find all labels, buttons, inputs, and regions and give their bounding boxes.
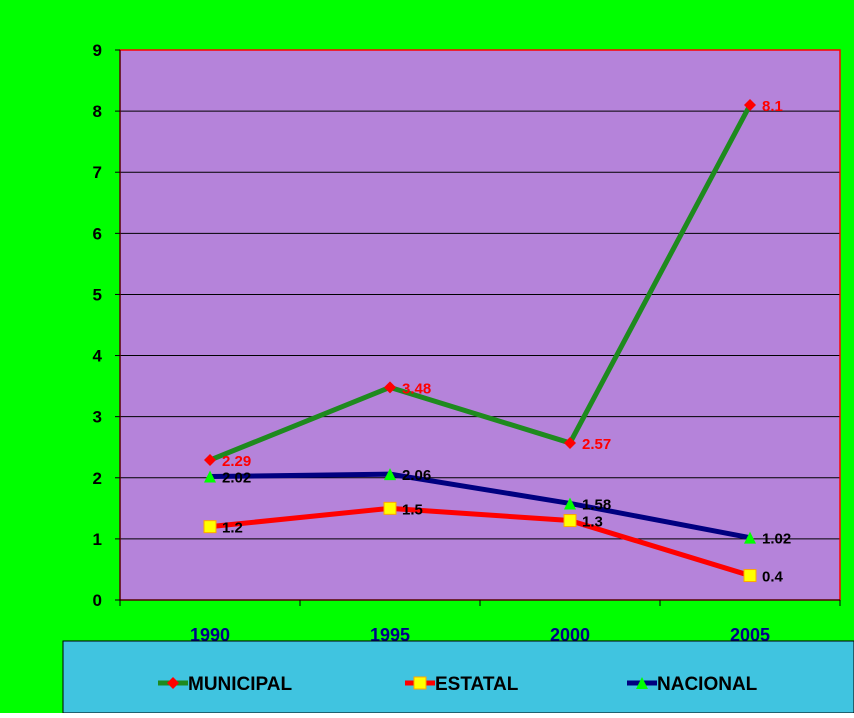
data-label: 0.4: [762, 569, 784, 586]
x-tick-label: 2005: [730, 625, 770, 645]
data-point: [744, 531, 756, 544]
data-label: 2.02: [222, 470, 251, 487]
data-point: [204, 470, 216, 483]
legend-label: ESTATAL: [435, 674, 519, 695]
y-tick-label: 5: [93, 285, 102, 304]
data-label: 3.48: [402, 380, 431, 397]
y-tick-label: 6: [93, 224, 102, 243]
series-line: [207, 102, 753, 463]
y-tick-label: 1: [93, 530, 102, 549]
data-point: [384, 468, 396, 481]
legend-box: [62, 640, 854, 714]
legend-entry-estatal: ESTATAL: [405, 674, 519, 695]
data-point: [384, 381, 396, 394]
data-point: [203, 520, 217, 534]
data-point: [564, 436, 576, 449]
legend-entry-municipal: MUNICIPAL: [158, 674, 293, 695]
axes: 0 1 2 3 4 5 6 7 8 9 1990 1995 2000 2005: [93, 41, 841, 645]
x-tick-label: 2000: [550, 625, 590, 645]
data-label: 1.2: [222, 520, 243, 537]
y-tick-label: 8: [93, 102, 102, 121]
y-tick-label: 7: [93, 163, 102, 182]
series-estatal: 1.2 1.5 1.3 0.4: [203, 501, 784, 586]
data-label: 2.06: [402, 467, 431, 484]
legend-marker: [636, 677, 648, 689]
legend-label: MUNICIPAL: [188, 674, 293, 695]
data-point: [563, 514, 577, 528]
x-tick-label: 1990: [190, 625, 230, 645]
x-tick-label: 1995: [370, 625, 410, 645]
y-tick-label: 2: [93, 469, 102, 488]
y-tick-label: 4: [93, 347, 103, 366]
y-tick-label: 0: [93, 591, 102, 610]
data-point: [743, 569, 757, 583]
series-layer: 1.2 1.5 1.3 0.4 2.02 2.06 1.58 1.02 2.29 3.48 2.57…: [203, 98, 791, 586]
series-nacional: 2.02 2.06 1.58 1.02: [204, 467, 791, 548]
data-label: 8.1: [762, 98, 783, 115]
legend-marker: [413, 676, 427, 690]
data-point: [383, 501, 397, 515]
series-municipal: 2.29 3.48 2.57 8.1: [204, 98, 783, 470]
data-label: 1.58: [582, 496, 611, 513]
plot-area: [120, 50, 840, 600]
data-point: [744, 99, 756, 111]
legend-label: NACIONAL: [657, 674, 758, 695]
data-point: [564, 497, 576, 510]
data-label: 2.57: [582, 436, 611, 453]
data-label: 2.29: [222, 453, 251, 470]
data-label: 1.5: [402, 501, 423, 518]
y-tick-label: 9: [93, 41, 102, 60]
data-point: [204, 454, 216, 467]
y-tick-label: 3: [93, 408, 102, 427]
legend: MUNICIPAL ESTATAL NACIONAL: [62, 640, 854, 714]
legend-marker: [167, 677, 179, 689]
series-line: [207, 471, 753, 541]
data-label: 1.02: [762, 531, 791, 548]
series-line: [207, 505, 753, 579]
data-label: 1.3: [582, 514, 603, 531]
legend-entry-nacional: NACIONAL: [627, 674, 758, 695]
